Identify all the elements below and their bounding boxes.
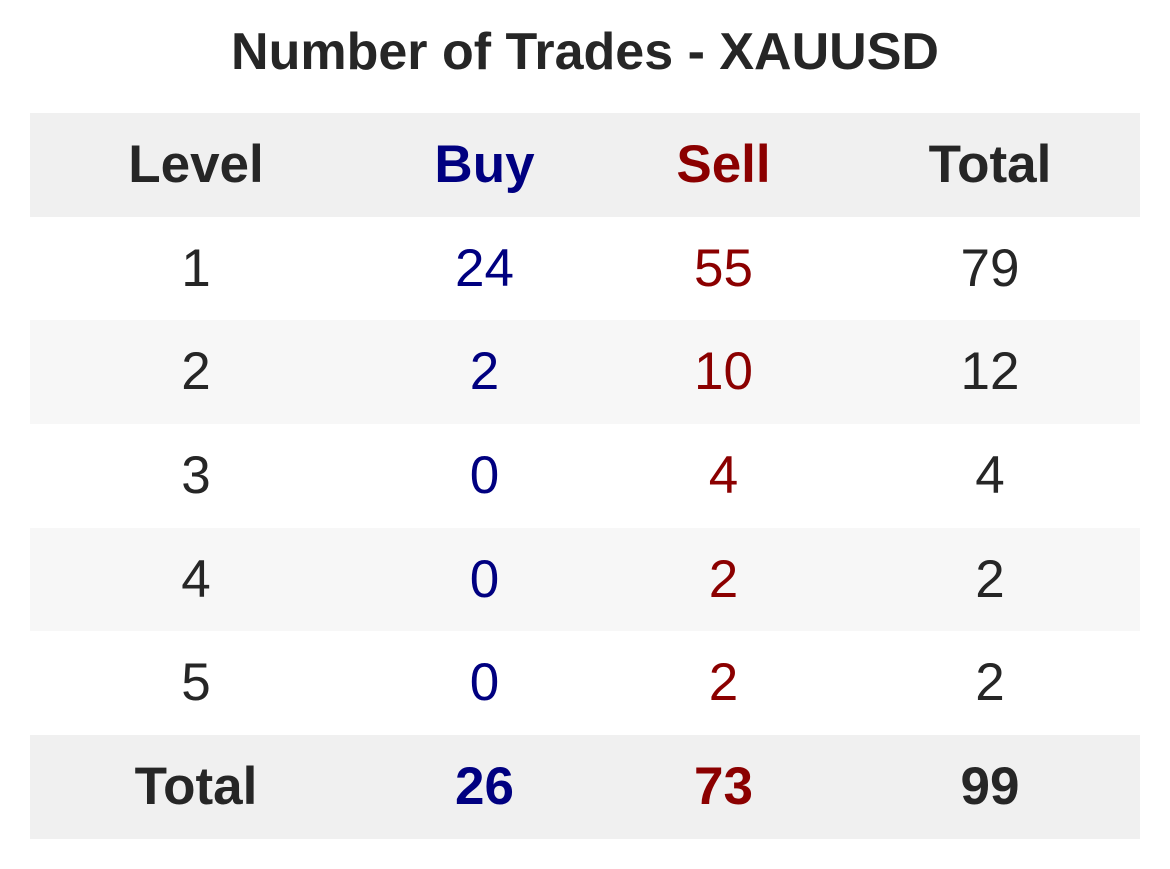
- sell-cell: 10: [694, 342, 753, 402]
- buy-cell: 0: [469, 549, 500, 609]
- total-cell: 79: [960, 238, 1020, 298]
- buy-cell: 0: [469, 445, 500, 505]
- table-row: 3 0 4 4: [30, 424, 1140, 528]
- buy-cell: 0: [469, 653, 500, 713]
- total-sell-cell: 73: [694, 756, 753, 816]
- sell-cell: 4: [708, 445, 739, 505]
- total-label-cell: Total: [134, 756, 258, 816]
- sell-cell: 2: [708, 653, 739, 713]
- total-cell: 2: [975, 653, 1005, 713]
- header-total: Total: [928, 134, 1052, 194]
- buy-cell: 2: [469, 342, 500, 402]
- table-row: 1 24 55 79: [30, 216, 1140, 321]
- table-row: 2 2 10 12: [30, 320, 1140, 425]
- buy-cell: 24: [455, 238, 514, 298]
- table-header-row: Level Buy Sell Total: [30, 113, 1140, 217]
- total-cell: 12: [960, 342, 1020, 402]
- chart-title: Number of Trades - XAUUSD: [231, 23, 939, 81]
- grand-total-cell: 99: [960, 756, 1020, 816]
- header-buy: Buy: [434, 134, 535, 194]
- header-sell: Sell: [676, 134, 771, 194]
- table-row: 4 0 2 2: [30, 527, 1140, 632]
- level-cell: 4: [181, 549, 211, 609]
- table-total-row: Total 26 73 99: [30, 735, 1140, 839]
- table-row: 5 0 2 2: [30, 631, 1140, 736]
- header-level: Level: [128, 134, 264, 194]
- total-cell: 2: [975, 549, 1005, 609]
- level-cell: 1: [181, 238, 211, 298]
- trades-table: Level Buy Sell Total 1 24 55 79 2 2 10 1…: [30, 113, 1140, 839]
- sell-cell: 55: [694, 238, 753, 298]
- total-buy-cell: 26: [455, 756, 514, 816]
- level-cell: 5: [181, 653, 211, 713]
- level-cell: 2: [181, 342, 211, 402]
- level-cell: 3: [181, 445, 211, 505]
- total-cell: 4: [975, 445, 1005, 505]
- sell-cell: 2: [708, 549, 739, 609]
